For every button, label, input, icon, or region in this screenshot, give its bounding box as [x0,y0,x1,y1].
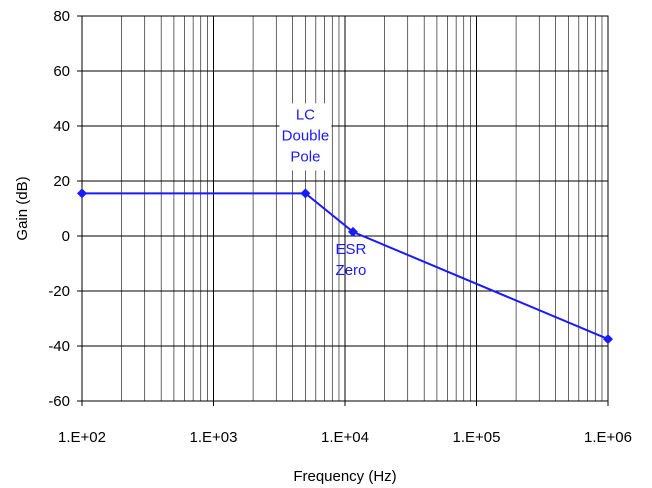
data-point-marker [300,188,311,199]
data-point-marker [603,334,613,345]
axis-ticks: -60 -40 -20 0 20 40 60 80 1.E+02 1.E+03 1.E+04 1.E+… [48,8,632,446]
y-tick-label: 40 [53,118,70,135]
series-layer [77,188,613,345]
annotation-label: LC Double Pole [282,106,330,165]
annotations: LC Double Pole ESR Zero [279,103,367,279]
annotation-line: LC [296,106,315,123]
annotation-line: ESR [336,241,367,258]
x-tick-label: 1.E+05 [453,429,501,446]
grid [81,15,608,402]
annotation-background [279,103,332,171]
y-tick-label: 0 [62,228,70,245]
annotation-line: Double [282,127,330,144]
x-axis-title: Frequency (Hz) [293,468,396,485]
y-tick-label: -20 [48,283,70,300]
data-point-marker [347,226,358,237]
annotation-label: ESR Zero [336,241,367,279]
series-line [82,192,609,341]
annotation-line: Pole [290,148,320,165]
y-tick-label: 80 [53,8,70,25]
x-tick-label: 1.E+02 [58,429,106,446]
x-tick-label: 1.E+03 [190,429,238,446]
data-point-marker [77,188,87,199]
x-tick-label: 1.E+04 [321,429,369,446]
y-tick-label: 60 [53,63,70,80]
y-tick-label: 20 [53,173,70,190]
x-tick-label: 1.E+06 [584,429,632,446]
annotation-line: Zero [336,262,367,279]
y-tick-label: -40 [48,338,70,355]
y-axis-title: Gain (dB) [14,176,31,240]
y-tick-label: -60 [48,393,70,410]
